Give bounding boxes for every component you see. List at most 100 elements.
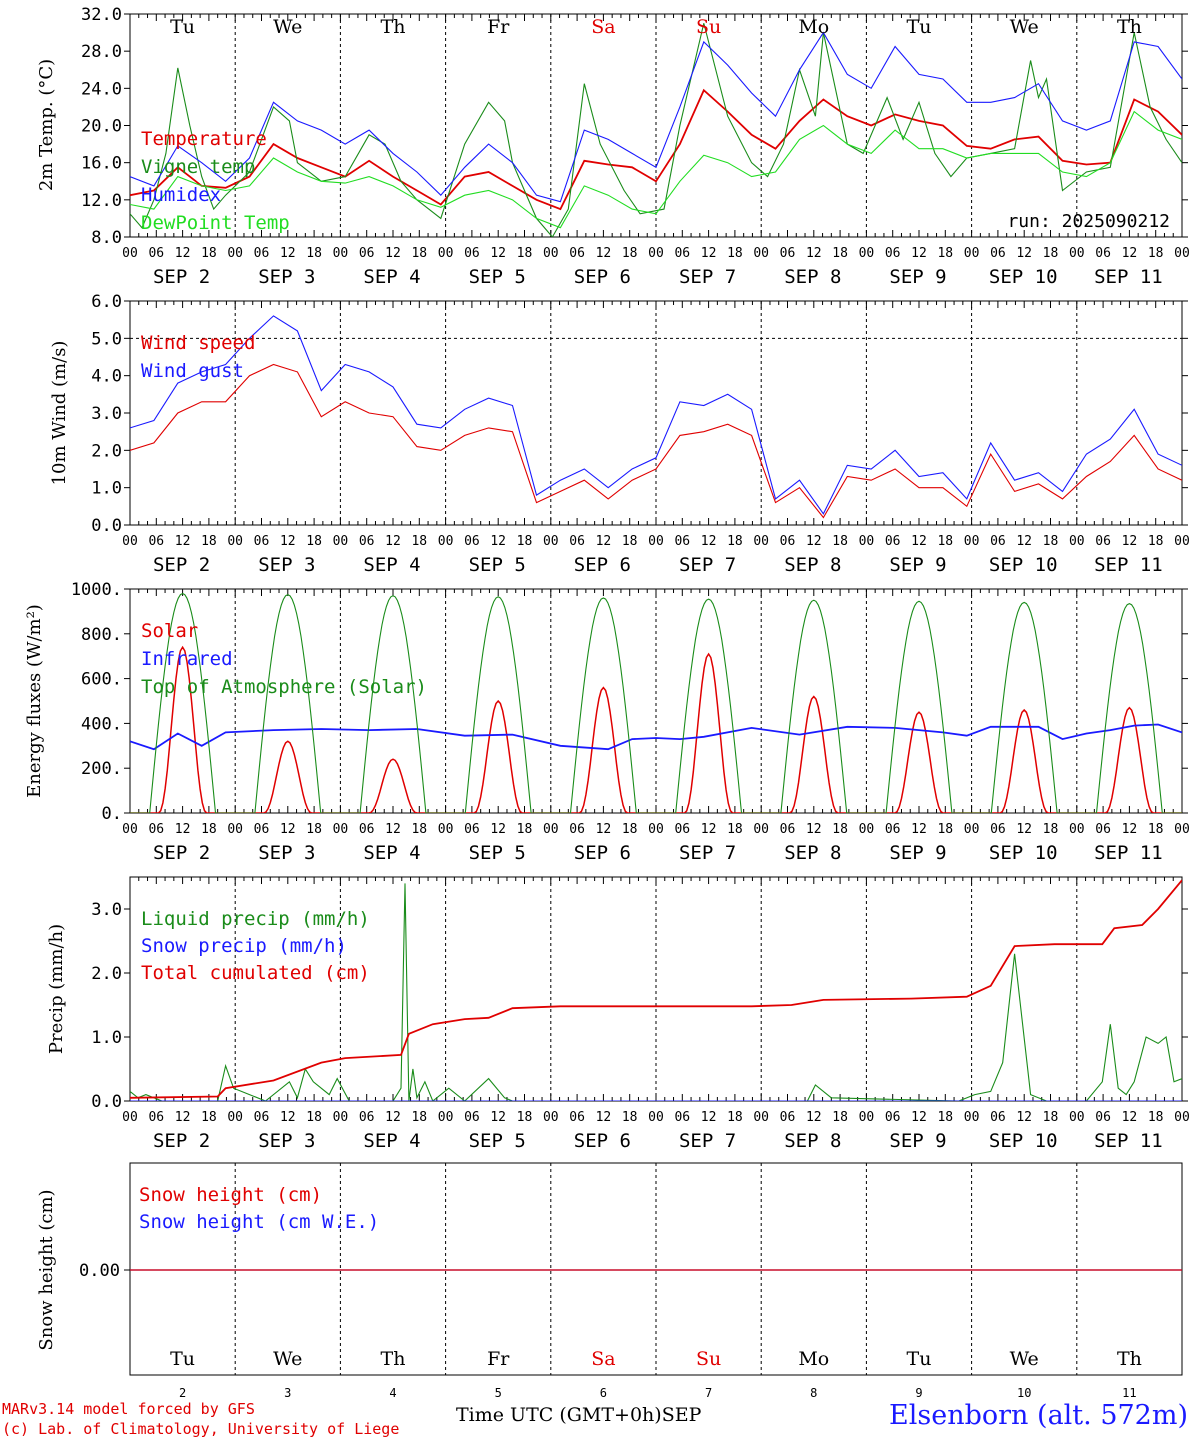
hour-tick-label: 06 (674, 822, 690, 837)
legend-label: Infrared (141, 648, 233, 670)
y-tick-label: 1.0 (91, 479, 122, 499)
date-label: SEP 11 (1094, 266, 1163, 288)
model-credit: MARv3.14 model forced by GFS (2, 1400, 255, 1418)
y-tick-label: 0.0 (91, 516, 122, 536)
y-tick-label: 2.0 (91, 964, 122, 984)
date-label: SEP 8 (784, 842, 841, 864)
hour-tick-label: 18 (411, 246, 427, 261)
date-label: SEP 7 (679, 554, 736, 576)
hour-tick-label: 12 (490, 1110, 506, 1125)
hour-tick-label: 00 (753, 822, 769, 837)
hour-tick-label: 18 (411, 534, 427, 549)
hour-tick-label: 00 (1174, 1110, 1190, 1125)
hour-tick-label: 18 (727, 822, 743, 837)
hour-tick-label: 00 (648, 246, 664, 261)
hour-tick-label: 18 (306, 1110, 322, 1125)
day-number: 6 (600, 1386, 607, 1400)
legend-label: Snow height (cm W.E.) (139, 1211, 379, 1233)
legend-label: Top of Atmosphere (Solar) (141, 676, 427, 698)
date-label: SEP 7 (679, 842, 736, 864)
hour-tick-label: 00 (1069, 246, 1085, 261)
y-tick-label: 0.00 (79, 1261, 120, 1281)
hour-tick-label: 12 (1016, 822, 1032, 837)
hour-tick-label: 12 (596, 246, 612, 261)
day-name-bottom: We (273, 1348, 302, 1370)
date-label: SEP 5 (469, 1130, 526, 1152)
legend-label: Snow height (cm) (139, 1184, 322, 1206)
hour-tick-label: 12 (911, 534, 927, 549)
hour-tick-label: 00 (859, 534, 875, 549)
day-name-bottom: Th (1117, 1348, 1142, 1370)
hour-tick-label: 00 (438, 534, 454, 549)
hour-tick-label: 18 (201, 534, 217, 549)
series-dewpoint-temp (130, 110, 1182, 229)
date-label: SEP 10 (989, 1130, 1058, 1152)
hour-tick-label: 12 (175, 1110, 191, 1125)
date-label: SEP 8 (784, 1130, 841, 1152)
hour-tick-label: 06 (990, 822, 1006, 837)
hour-tick-label: 12 (701, 822, 717, 837)
y-tick-label: 1.0 (91, 1028, 122, 1048)
hour-tick-label: 06 (990, 246, 1006, 261)
hour-tick-label: 12 (806, 1110, 822, 1125)
hour-tick-label: 18 (832, 822, 848, 837)
series-liquid-precip-mm-h- (130, 883, 1182, 1101)
legend-label: Vigne temp (141, 156, 255, 178)
hour-tick-label: 06 (885, 1110, 901, 1125)
y-axis-label: Energy fluxes (W/m²) (24, 604, 45, 798)
legend-label: Liquid precip (mm/h) (141, 908, 370, 930)
hour-tick-label: 18 (411, 1110, 427, 1125)
hour-tick-label: 12 (385, 534, 401, 549)
hour-tick-label: 06 (148, 1110, 164, 1125)
day-name-top: Su (696, 16, 721, 38)
hour-tick-label: 12 (1016, 534, 1032, 549)
hour-tick-label: 00 (122, 1110, 138, 1125)
hour-tick-label: 06 (674, 534, 690, 549)
date-label: SEP 5 (469, 554, 526, 576)
hour-tick-label: 06 (359, 246, 375, 261)
hour-tick-label: 00 (859, 1110, 875, 1125)
hour-tick-label: 00 (333, 534, 349, 549)
hour-tick-label: 12 (1122, 246, 1138, 261)
day-name-top: Th (1117, 16, 1142, 38)
series-solar (130, 645, 1182, 813)
hour-tick-label: 18 (937, 1110, 953, 1125)
hour-tick-label: 06 (148, 534, 164, 549)
hour-tick-label: 12 (490, 246, 506, 261)
date-label: SEP 2 (153, 1130, 210, 1152)
hour-tick-label: 00 (227, 822, 243, 837)
hour-tick-label: 06 (885, 822, 901, 837)
day-name-top: Sa (591, 16, 615, 38)
date-label: SEP 5 (469, 842, 526, 864)
day-number: 10 (1017, 1386, 1031, 1400)
hour-tick-label: 12 (911, 822, 927, 837)
legend-label: Temperature (141, 128, 267, 150)
hour-tick-label: 00 (333, 1110, 349, 1125)
legend-label: Wind speed (141, 332, 255, 354)
hour-tick-label: 18 (1043, 1110, 1059, 1125)
run-annotation: run: 2025090212 (1007, 211, 1170, 232)
y-tick-label: 400. (81, 714, 122, 734)
date-label: SEP 9 (889, 266, 946, 288)
hour-tick-label: 00 (648, 534, 664, 549)
date-label: SEP 3 (258, 842, 315, 864)
y-tick-label: 32.0 (81, 5, 122, 25)
hour-tick-label: 12 (911, 246, 927, 261)
hour-tick-label: 18 (517, 822, 533, 837)
y-axis-label: Snow height (cm) (36, 1189, 57, 1350)
hour-tick-label: 00 (1069, 822, 1085, 837)
y-axis-label: Precip (mm/h) (46, 924, 67, 1054)
legend-label: Total cumulated (cm) (141, 962, 370, 984)
hour-tick-label: 06 (569, 822, 585, 837)
hour-tick-label: 12 (1122, 822, 1138, 837)
hour-tick-label: 00 (964, 822, 980, 837)
hour-tick-label: 18 (937, 822, 953, 837)
hour-tick-label: 12 (280, 534, 296, 549)
day-name-top: We (273, 16, 302, 38)
hour-tick-label: 06 (464, 1110, 480, 1125)
date-label: SEP 3 (258, 1130, 315, 1152)
day-name-bottom: Tu (170, 1348, 195, 1370)
hour-tick-label: 12 (385, 822, 401, 837)
day-name-bottom: Sa (591, 1348, 615, 1370)
date-label: SEP 4 (363, 266, 420, 288)
